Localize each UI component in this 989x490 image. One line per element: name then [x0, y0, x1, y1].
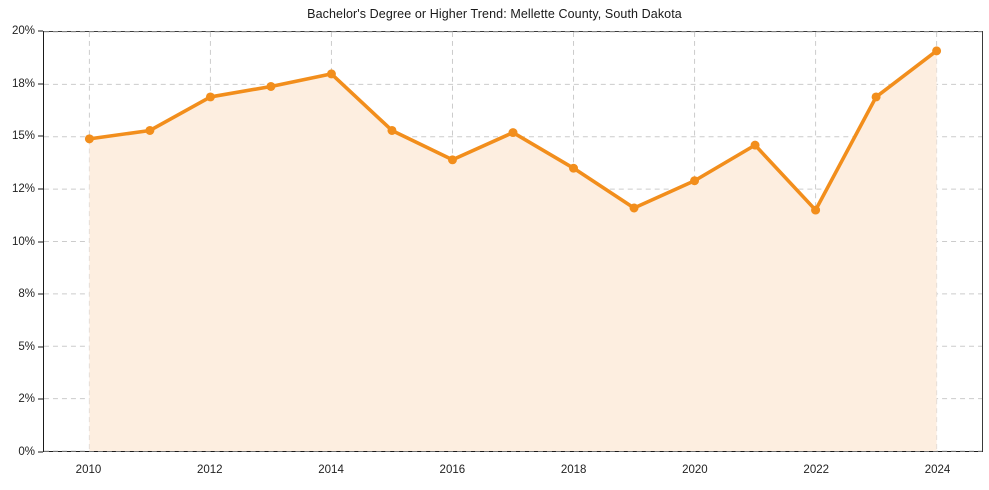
x-axis-tick-label: 2010 — [75, 464, 102, 476]
data-point-marker[interactable] — [447, 155, 457, 165]
chart-title: Bachelor's Degree or Higher Trend: Melle… — [307, 7, 682, 21]
data-point-marker[interactable] — [145, 125, 155, 135]
plot-area — [43, 31, 983, 452]
y-axis-tick-label: 2% — [18, 393, 35, 406]
data-point-marker[interactable] — [750, 140, 760, 150]
y-axis-tick-mark — [38, 135, 43, 137]
x-axis-tick-label: 2020 — [682, 464, 708, 476]
data-point-marker[interactable] — [387, 125, 397, 135]
x-axis-tick-label: 2018 — [560, 464, 587, 476]
data-point-marker[interactable] — [508, 128, 518, 138]
y-axis-tick-mark — [38, 188, 43, 190]
x-axis-tick-label: 2014 — [318, 464, 344, 476]
data-point-marker[interactable] — [811, 205, 821, 215]
y-axis-tick-label: 18% — [11, 77, 35, 90]
x-axis-tick-label: 2024 — [924, 464, 951, 476]
y-axis-tick-label: 8% — [18, 288, 35, 301]
data-point-marker[interactable] — [871, 92, 881, 102]
series-area-fill — [89, 50, 937, 451]
y-axis-tick-mark — [38, 30, 43, 32]
data-point-marker[interactable] — [84, 134, 94, 144]
y-axis-tick-label: 15% — [11, 130, 35, 143]
y-axis-tick-mark — [38, 241, 43, 242]
y-axis-tick-mark — [38, 398, 43, 400]
y-axis-tick-labels: 0% 2% 5% 8% 10% 12% 15% 18% 20% — [0, 25, 35, 458]
x-axis-tick-label: 2016 — [439, 464, 466, 476]
y-axis-tick-mark — [38, 293, 43, 295]
y-axis-tick-mark — [38, 83, 43, 85]
x-axis-tick-label: 2012 — [196, 464, 223, 476]
data-series-layer — [84, 46, 942, 451]
data-point-marker[interactable] — [205, 92, 215, 102]
y-axis-tick-mark — [38, 451, 43, 453]
data-point-marker[interactable] — [629, 203, 639, 213]
data-point-marker[interactable] — [932, 46, 942, 56]
y-axis-tick-label: 12% — [11, 182, 35, 195]
y-axis-tick-label: 10% — [11, 235, 35, 248]
data-point-marker[interactable] — [266, 81, 276, 91]
x-axis-tick-label: 2022 — [803, 464, 830, 476]
data-point-marker[interactable] — [326, 69, 336, 79]
data-point-marker[interactable] — [569, 163, 579, 173]
data-point-marker[interactable] — [690, 176, 700, 186]
y-axis-tick-label: 0% — [18, 446, 35, 458]
x-axis-tick-labels: 2010 2012 2014 2016 2018 2020 2022 2024 — [43, 452, 983, 490]
y-axis-tick-label: 5% — [18, 340, 35, 353]
y-axis-tick-mark — [38, 346, 43, 348]
y-axis-tick-label: 20% — [11, 25, 35, 37]
y-axis-tick-marks — [36, 30, 43, 453]
